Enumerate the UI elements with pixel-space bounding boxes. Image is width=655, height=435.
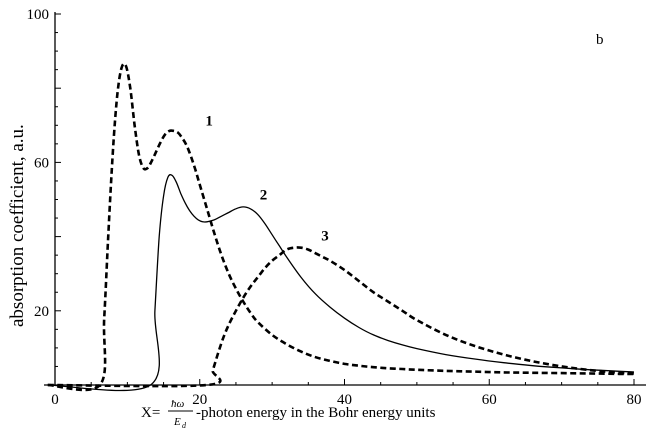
curve-label-2: 2 xyxy=(260,188,268,204)
x-axis-label-numerator: ħω xyxy=(171,398,185,410)
x-tick-label: 40 xyxy=(337,392,352,408)
series-group xyxy=(47,62,635,392)
y-tick-label: 100 xyxy=(27,7,50,23)
x-axis-label: X= ħω E d -photon energy in the Bohr ene… xyxy=(141,398,436,430)
labels-group: 1 2 3 xyxy=(205,113,328,244)
y-tick-label: 20 xyxy=(34,304,49,320)
panel-label: b xyxy=(596,32,604,48)
curve-label-3: 3 xyxy=(321,228,329,244)
x-axis-label-denominator-subscript: d xyxy=(182,421,187,430)
x-axis-label-denominator: E xyxy=(173,416,181,428)
x-tick-label: 60 xyxy=(482,392,497,408)
x-axis-label-prefix: X= xyxy=(141,405,160,421)
series-line-1 xyxy=(47,62,634,392)
x-tick-label: 80 xyxy=(627,392,642,408)
y-axis-label: absorption coefficient, a.u. xyxy=(7,124,28,327)
series-line-3 xyxy=(47,246,635,388)
curve-label-1: 1 xyxy=(205,113,213,129)
y-tick-label: 60 xyxy=(34,155,49,171)
axes-group: 20 60 100 0 20 40 60 80 xyxy=(27,7,646,408)
x-tick-label: 20 xyxy=(192,392,207,408)
series-line-2 xyxy=(47,174,635,392)
x-axis-label-suffix: -photon energy in the Bohr energy units xyxy=(196,405,436,421)
x-tick-label: 0 xyxy=(51,392,59,408)
